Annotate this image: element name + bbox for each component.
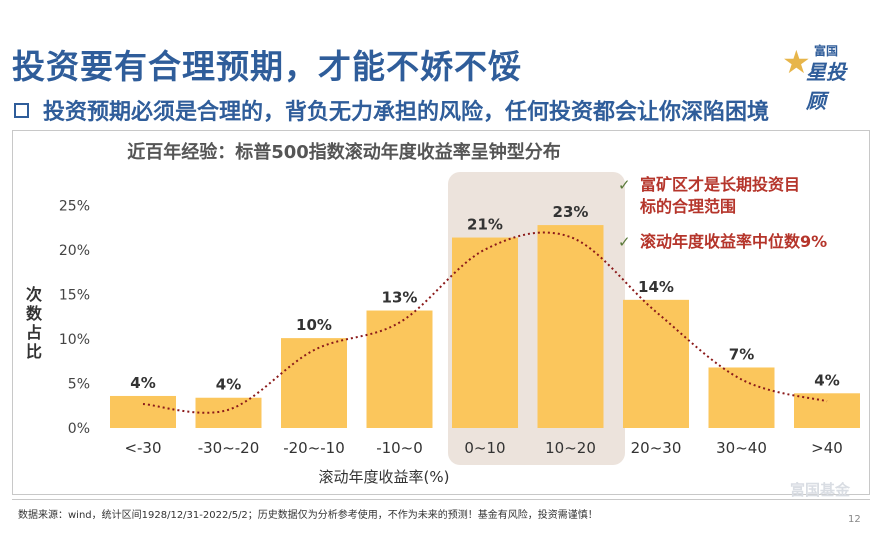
chart-title: 近百年经验：标普500指数滚动年度收益率呈钟型分布: [127, 141, 561, 163]
check-icon: ✓: [618, 233, 631, 251]
star-icon: ★: [782, 43, 811, 81]
svg-text:占: 占: [26, 323, 42, 342]
bar: [537, 225, 604, 428]
check-icon: ✓: [618, 176, 631, 194]
x-tick-label: <-30: [124, 439, 161, 457]
bar: [623, 299, 689, 428]
x-tick-label: 10~20: [545, 439, 596, 457]
y-tick-label: 0%: [68, 421, 90, 437]
svg-text:次: 次: [26, 285, 42, 304]
bar-chart: 近百年经验：标普500指数滚动年度收益率呈钟型分布 0% 5% 10% 15% 20% 2…: [26, 141, 860, 486]
slide-title: 投资要有合理预期，才能不娇不馁: [12, 47, 522, 86]
bar-value-label: 4%: [216, 376, 241, 394]
x-tick-label: -10~0: [376, 439, 423, 457]
bar: [195, 397, 262, 428]
bar: [110, 395, 176, 428]
bar: [281, 338, 347, 428]
svg-text:数: 数: [26, 304, 43, 323]
y-tick-label: 10%: [59, 332, 90, 348]
bar-value-label: 23%: [553, 203, 589, 221]
annotation-text: 滚动年度收益率中位数9%: [640, 232, 827, 251]
footer-divider: [12, 499, 870, 500]
bar: [452, 237, 518, 428]
watermark: 富国基金: [790, 481, 851, 499]
x-axis-title: 滚动年度收益率(%): [319, 468, 450, 486]
svg-text:比: 比: [26, 342, 42, 361]
x-tick-label: 20~30: [631, 439, 682, 457]
x-tick-label: 30~40: [716, 439, 767, 457]
bar: [708, 367, 775, 428]
y-tick-label: 20%: [59, 243, 90, 259]
annotation-text: 标的合理范围: [639, 197, 736, 216]
page-number: 12: [848, 514, 861, 525]
x-tick-label: -30~-20: [198, 439, 260, 457]
brand-logo: ★ 富国 星投顾: [782, 42, 864, 113]
subtitle-text: 投资预期必须是合理的，背负无力承担的风险，任何投资都会让你深陷困境: [43, 100, 770, 125]
chart-frame: [12, 130, 870, 495]
logo-text-bottom: 星投顾: [806, 60, 846, 113]
bar: [794, 393, 860, 428]
bar-value-label: 10%: [296, 316, 332, 334]
annotation-text: 富矿区才是长期投资目: [640, 175, 800, 194]
bar-value-label: 4%: [130, 374, 155, 392]
bar-value-label: 7%: [729, 345, 754, 363]
bar-value-label: 14%: [638, 278, 674, 296]
bar-value-label: 13%: [382, 289, 418, 307]
data-source-note: 数据来源：wind，统计区间1928/12/31-2022/5/2；历史数据仅为…: [18, 510, 598, 521]
y-tick-label: 5%: [68, 377, 90, 393]
slide-subtitle: 投资预期必须是合理的，背负无力承担的风险，任何投资都会让你深陷困境: [14, 94, 769, 126]
bar: [366, 310, 433, 428]
square-bullet-icon: [14, 102, 29, 118]
y-tick-label: 15%: [59, 288, 90, 304]
logo-text-top: 富国: [814, 44, 839, 58]
bar-value-label: 21%: [467, 216, 503, 234]
x-tick-label: 0~10: [464, 439, 505, 457]
y-tick-label: 25%: [59, 199, 90, 215]
x-tick-label: -20~-10: [283, 439, 345, 457]
x-tick-label: >40: [811, 439, 843, 457]
bar-value-label: 4%: [814, 371, 839, 389]
